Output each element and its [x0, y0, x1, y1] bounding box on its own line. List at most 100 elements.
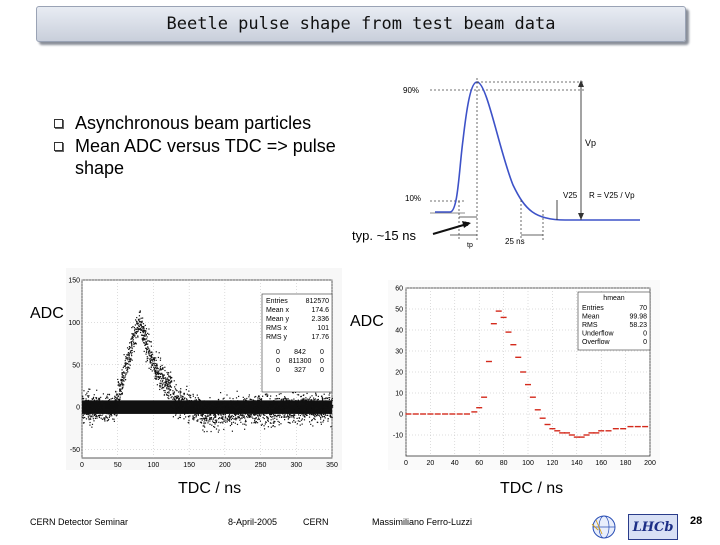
scatter-point: [240, 409, 242, 411]
scatter-point: [290, 409, 292, 411]
scatter-point: [303, 406, 305, 408]
scatter-point: [242, 423, 244, 425]
scatter-point: [159, 382, 161, 384]
scatter-point: [109, 408, 111, 410]
scatter-point: [288, 417, 290, 419]
scatter-point: [174, 395, 176, 397]
scatter-point: [257, 418, 259, 421]
scatter-point: [299, 408, 301, 410]
scatter-point: [314, 403, 316, 405]
scatter-point: [185, 398, 188, 400]
scatter-point: [93, 406, 95, 408]
scatter-point: [132, 340, 134, 342]
scatter-point: [230, 408, 233, 410]
scatter-point: [291, 405, 293, 407]
y-tick-label: 0: [76, 405, 80, 412]
scatter-point: [146, 358, 148, 360]
scatter-point: [252, 405, 254, 407]
scatter-point: [183, 400, 185, 403]
scatter-point: [91, 412, 93, 414]
scatter-point: [309, 407, 311, 409]
rise-time-arrow-icon: [432, 221, 471, 235]
scatter-point: [273, 412, 275, 414]
scatter-point: [241, 404, 243, 406]
scatter-point: [181, 395, 183, 397]
scatter-point: [109, 415, 111, 417]
scatter-point: [250, 413, 252, 415]
scatter-point: [207, 422, 209, 424]
scatter-point: [152, 358, 155, 360]
scatter-point: [130, 350, 133, 352]
scatter-point: [90, 406, 92, 408]
scatter-point: [216, 411, 218, 413]
scatter-point: [254, 413, 256, 415]
scatter-point: [84, 401, 87, 403]
scatter-point: [121, 373, 123, 375]
scatter-point: [247, 408, 249, 410]
scatter-point: [145, 361, 147, 363]
scatter-point: [281, 398, 283, 400]
scatter-point: [325, 400, 327, 402]
scatter-point: [82, 417, 85, 419]
scatter-point: [207, 412, 209, 414]
scatter-point: [272, 418, 274, 420]
scatter-point: [144, 324, 146, 327]
scatter-point: [111, 415, 113, 417]
scatter-point: [109, 407, 111, 409]
scatter-point: [137, 322, 139, 324]
scatter-point: [293, 419, 295, 422]
scatter-point: [124, 372, 126, 374]
scatter-point: [148, 340, 150, 342]
scatter-point: [244, 398, 246, 400]
scatter-point: [185, 416, 187, 418]
footer-logos: LHCb: [590, 512, 680, 540]
scatter-point: [223, 403, 225, 405]
scatter-point: [217, 411, 220, 414]
scatter-point: [273, 415, 276, 417]
scatter-point: [297, 394, 299, 396]
scatter-point: [322, 403, 324, 405]
scatter-point: [155, 362, 157, 365]
footer-author: Massimiliano Ferro-Luzzi: [372, 517, 473, 527]
scatter-point: [102, 393, 105, 395]
scatter-point: [269, 404, 271, 406]
scatter-point: [248, 406, 250, 408]
scatter-point: [172, 407, 174, 409]
scatter-point: [172, 390, 174, 392]
scatter-point: [111, 400, 113, 402]
scatter-point: [121, 393, 123, 395]
scatter-point: [263, 414, 265, 416]
scatter-point: [190, 408, 193, 410]
scatter-point: [299, 412, 301, 414]
scatter-point: [254, 400, 256, 402]
scatter-point: [206, 430, 208, 433]
scatter-point: [212, 421, 215, 423]
scatter-point: [251, 422, 253, 424]
scatter-point: [97, 408, 99, 410]
scatter-point: [209, 397, 211, 399]
scatter-point: [276, 410, 278, 412]
scatter-point: [151, 359, 153, 361]
scatter-point: [158, 371, 160, 373]
scatter-point: [225, 421, 227, 423]
scatter-point: [87, 409, 90, 411]
scatter-point: [324, 401, 326, 404]
scatter-point: [226, 394, 228, 396]
scatter-point: [171, 396, 173, 398]
scatter-point: [149, 360, 152, 362]
scatter-point: [178, 399, 180, 401]
scatter-point: [329, 392, 331, 394]
left-plot-x-label: TDC / ns: [178, 480, 242, 497]
scatter-point: [209, 423, 211, 425]
scatter-point: [85, 394, 87, 396]
scatter-point: [316, 402, 318, 405]
scatter-point: [247, 405, 250, 407]
scatter-point: [321, 405, 323, 408]
scatter-point: [255, 410, 257, 412]
scatter-point: [188, 410, 190, 412]
scatter-point: [128, 358, 131, 360]
scatter-point: [85, 410, 87, 412]
scatter-point: [96, 406, 99, 408]
scatter-point: [91, 409, 93, 411]
scatter-point: [297, 412, 299, 414]
